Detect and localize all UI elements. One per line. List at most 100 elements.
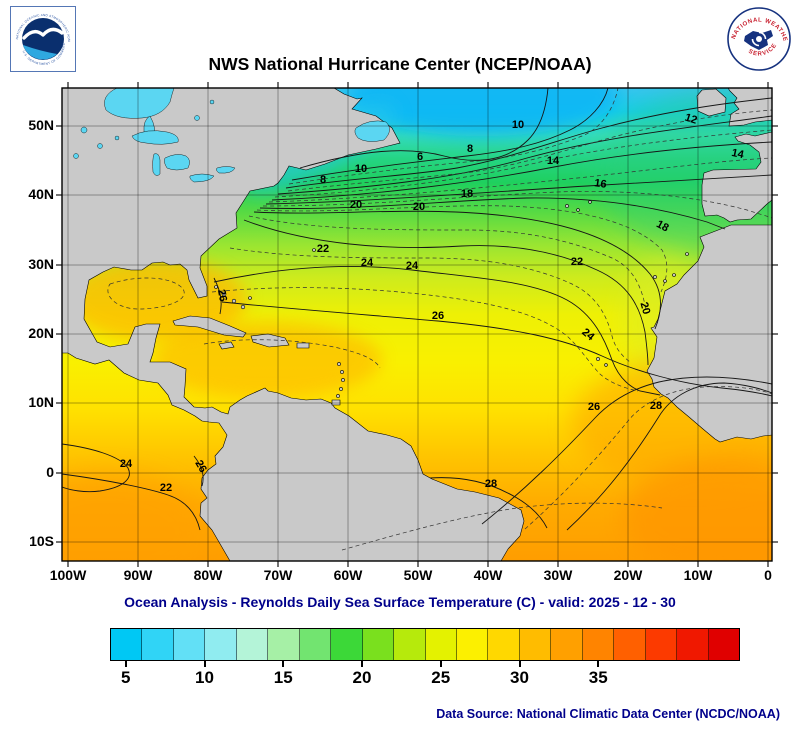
lat-tick-label: 20N [28,325,54,341]
map-frame [61,87,773,562]
lon-tick-label: 40W [473,567,503,583]
lon-tick-label: 90W [123,567,153,583]
colorbar-tick-mark [439,661,442,667]
nws-hurricane-swirl-icon [751,31,767,47]
contour-label: 20 [413,201,425,213]
colorbar-tick-mark [124,661,127,667]
nws-hurricane-icon [756,36,762,42]
lat-tick-label: 10N [28,394,54,410]
colorbar-tick-mark [597,661,600,667]
colorbar-tick-mark [282,661,285,667]
lat-tick-label: 40N [28,186,54,202]
colorbar-cell [394,629,426,660]
colorbar [110,628,740,661]
map-area: 6 8 8 10 10 12 14 14 16 18 18 20 20 20 22 22 22 24 24 24 24 2… [56,82,778,567]
lat-tick-label: 30N [28,256,54,272]
land-americas [62,88,525,561]
colorbar-tick-mark [361,661,363,667]
noaa-emblem-sea [23,45,57,60]
lat-tick-label: 0 [46,464,54,480]
contour-label: 26 [432,310,444,322]
land-ireland [696,88,727,117]
map-caption: Ocean Analysis - Reynolds Daily Sea Surf… [124,594,676,610]
page-title: NWS National Hurricane Center (NCEP/NOAA… [208,54,592,74]
colorbar-tick-label: 35 [588,668,608,687]
lon-tick-label: 70W [263,567,293,583]
colorbar-tick-label: 20 [352,668,372,687]
contour-label: 28 [485,478,497,490]
contour-label: 22 [571,256,583,268]
contour-label: 14 [730,147,745,161]
lon-tick-label: 100W [49,567,87,583]
lon-tick-label: 0 [764,567,772,583]
contour-label: 20 [350,199,362,211]
colorbar-cell [111,629,143,660]
contour-label: 22 [317,243,329,255]
colorbar-cell [488,629,520,660]
contour-layer [62,88,772,551]
sst-field-layer [62,88,772,561]
colorbar-cell [331,629,363,660]
land-africa [646,224,772,443]
colorbar-tick-label: 15 [273,668,293,687]
contour-label: 12 [683,112,698,127]
contour-label: 14 [547,155,560,167]
colorbar-tick-label: 30 [510,668,529,687]
contour-label: 26 [192,458,209,475]
contour-label: 22 [160,482,172,494]
lon-tick-label: 50W [403,567,433,583]
islands [172,200,689,406]
colorbar-tick-label: 10 [195,668,214,687]
contour-label: 28 [650,400,662,412]
noaa-gull-icon [22,27,64,40]
grid-layer [56,82,778,567]
contour-label: 24 [361,257,374,269]
colorbar-tick-mark [518,661,521,667]
contour-label: 26 [588,401,600,413]
contour-label: 24 [406,260,419,272]
contour-label: 24 [120,458,133,470]
colorbar-cell [236,629,269,660]
colorbar-cell [677,629,709,660]
lon-tick-label: 80W [193,567,223,583]
lon-tick-label: 30W [543,567,573,583]
contour-label: 20 [638,301,653,316]
nws-logo: NATIONAL WEATHER SERVICE [726,6,791,71]
noaa-logo: NATIONAL OCEANIC AND ATMOSPHERIC ADMINIS… [10,6,76,72]
lon-tick-label: 20W [613,567,643,583]
lat-tick-label: 10S [29,533,54,549]
colorbar-cell [362,629,395,660]
colorbar-cell [551,629,583,660]
colorbar-cell [205,629,237,660]
lon-tick-label: 60W [333,567,363,583]
colorbar-cell [425,629,457,660]
lon-tick-label: 10W [683,567,713,583]
colorbar-tick-label: 25 [431,668,451,687]
colorbar-cell [645,629,678,660]
contour-label: 18 [461,188,473,200]
colorbar-tick-label: 5 [121,668,131,687]
colorbar-cell [708,629,740,660]
colorbar-cell [173,629,206,660]
colorbar-tick-mark [203,661,206,667]
colorbar-cell [456,629,489,660]
colorbar-cell [519,629,552,660]
contour-label: 10 [355,163,367,175]
contour-label: 8 [320,174,326,186]
contour-label: 8 [467,143,473,155]
contour-label: 18 [654,218,670,234]
contour-label: 26 [215,288,229,302]
contour-label: 16 [594,177,608,191]
colorbar-cell [582,629,615,660]
colorbar-cell [614,629,646,660]
data-source-note: Data Source: National Climatic Data Cent… [436,707,780,721]
contour-label: 10 [512,119,524,131]
colorbar-cell [299,629,332,660]
colorbar-cell [268,629,300,660]
lat-tick-label: 50N [28,117,54,133]
colorbar-cell [142,629,174,660]
contour-label: 6 [417,151,423,163]
